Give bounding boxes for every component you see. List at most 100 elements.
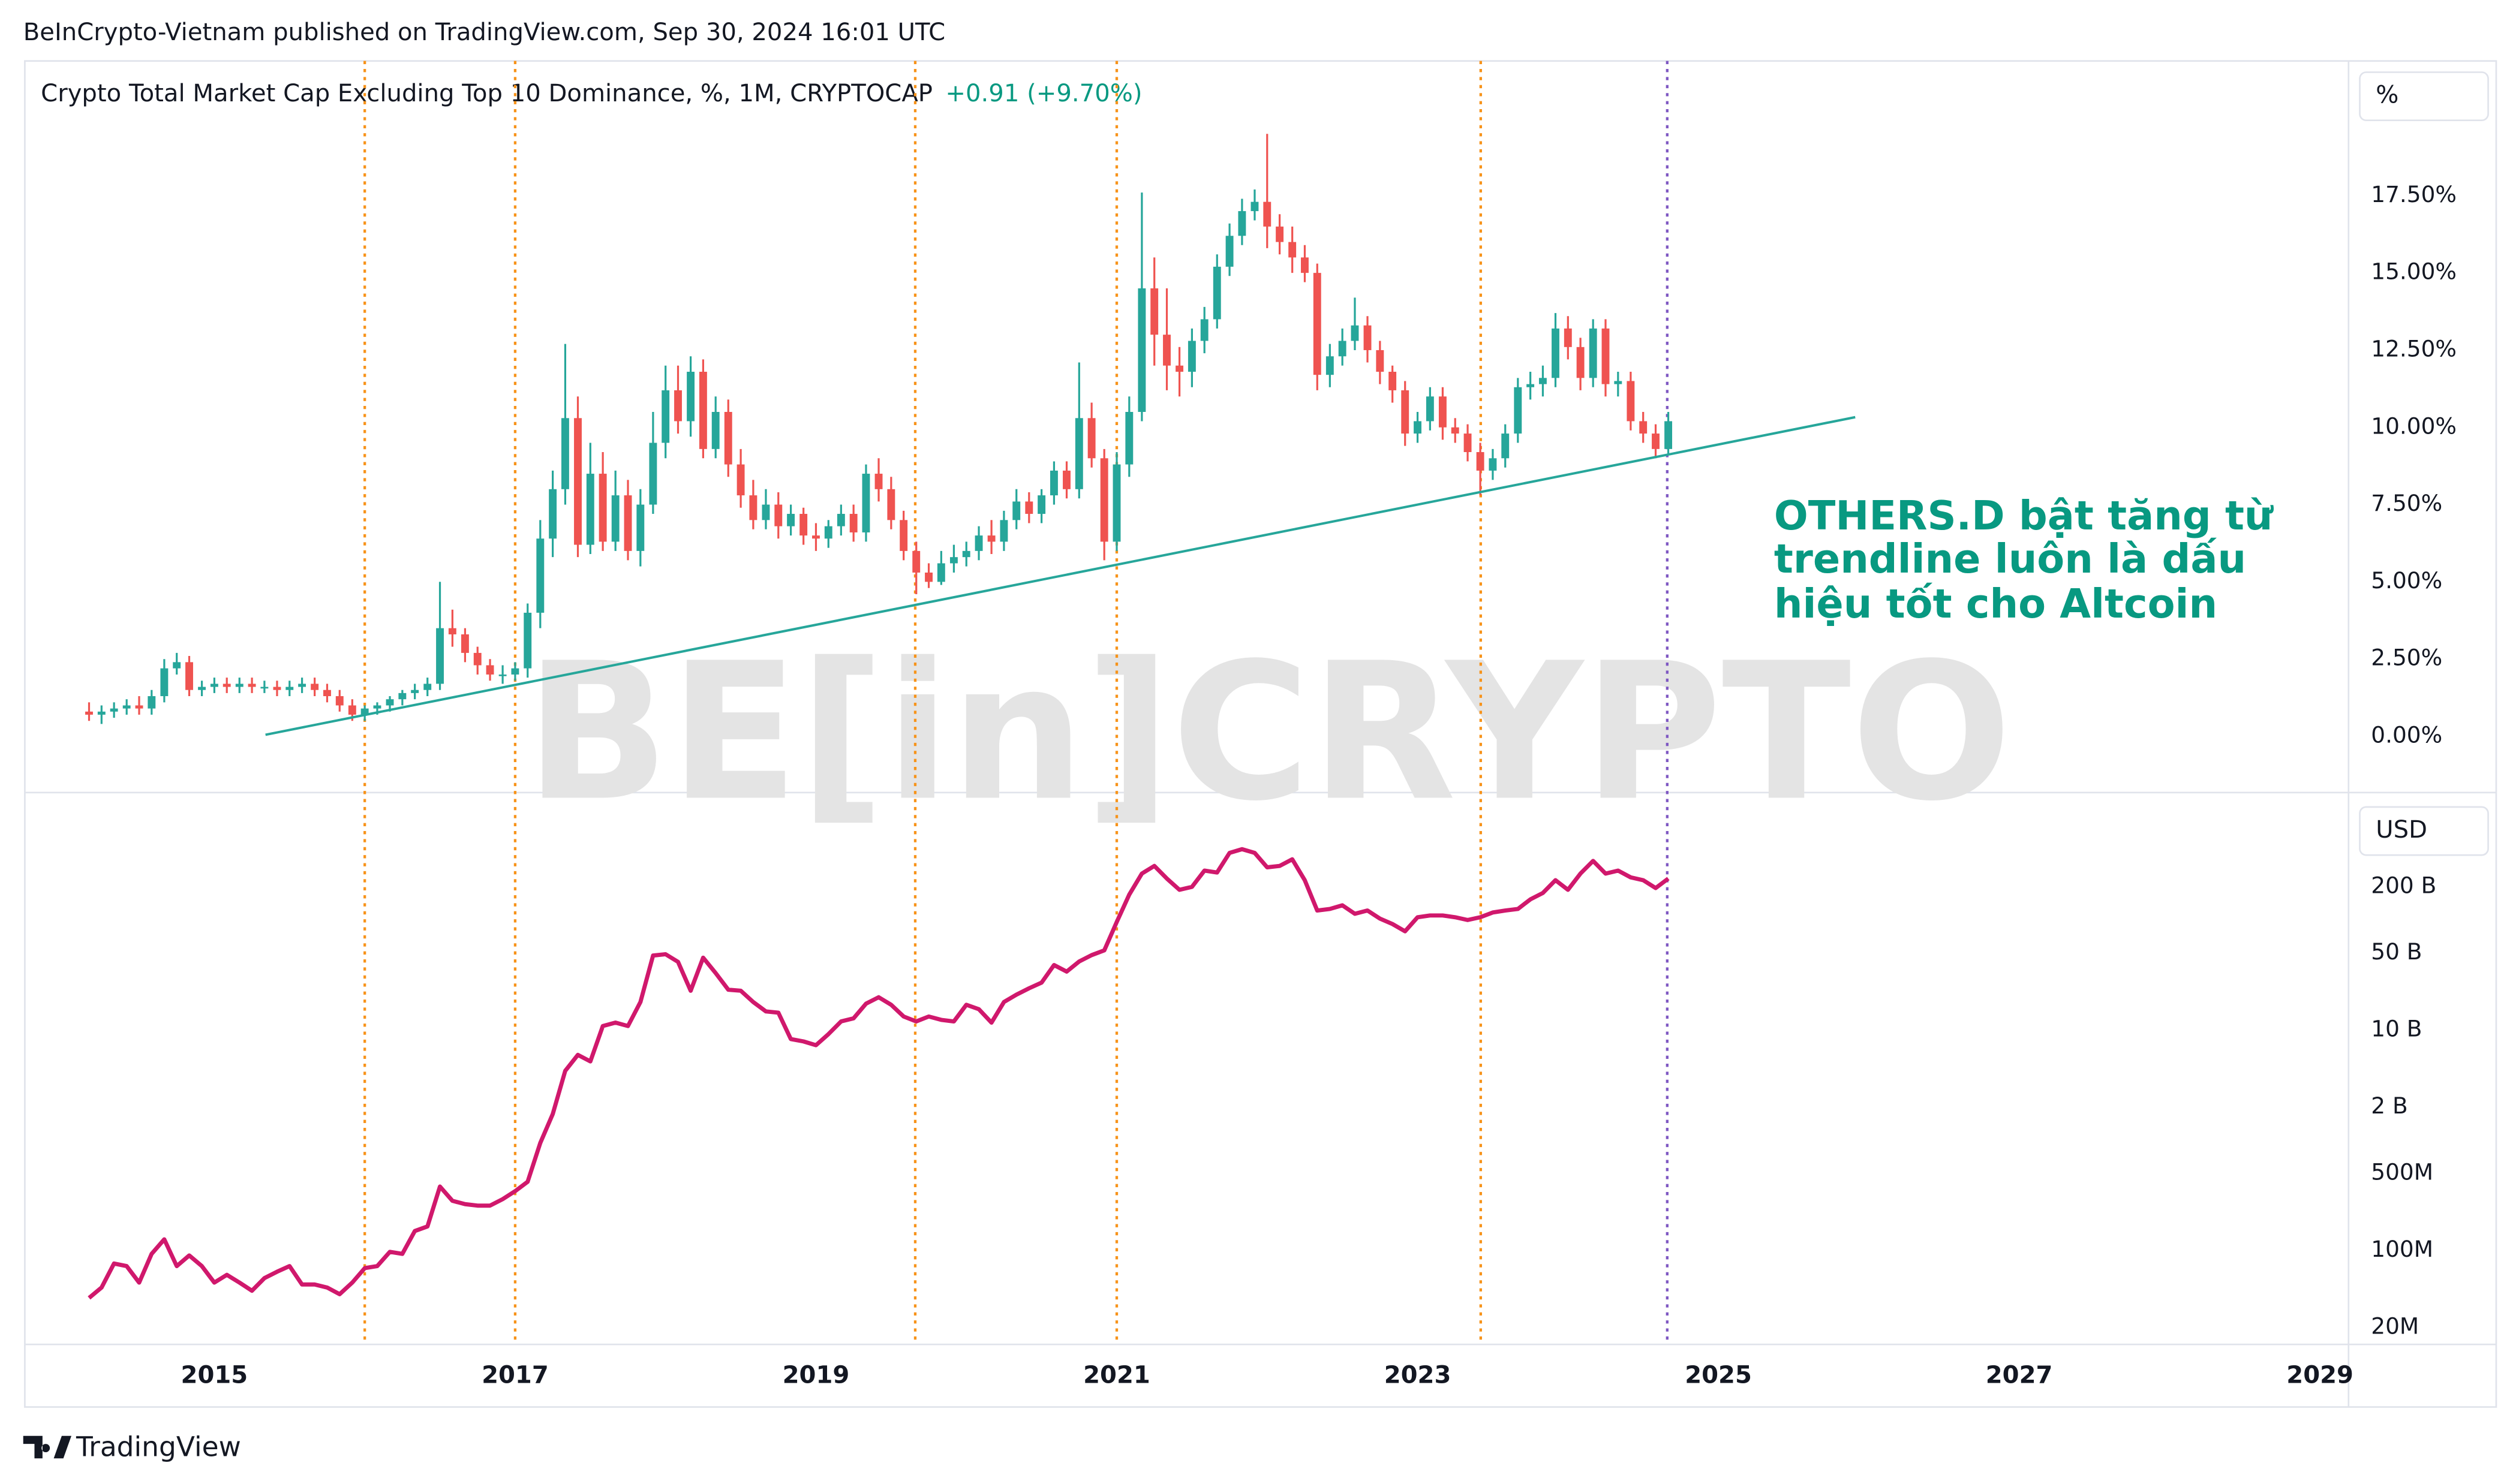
candle-body	[1526, 384, 1535, 387]
candle-body	[1401, 390, 1409, 434]
candle-body	[824, 526, 832, 539]
x-tick-label: 2025	[1685, 1362, 1752, 1389]
candle-body	[1614, 381, 1622, 384]
y-tick-label: 7.50%	[2371, 490, 2442, 516]
candle-body	[473, 652, 482, 666]
brand: TradingView	[76, 1431, 241, 1463]
candle-body	[599, 474, 607, 542]
y-tick-label: 2 B	[2371, 1092, 2407, 1119]
candle-body	[1251, 201, 1259, 212]
annotation: hiệu tốt cho Altcoin	[1774, 580, 2217, 627]
candle-body	[711, 411, 720, 449]
candle-body	[937, 563, 945, 582]
candle-body	[649, 443, 657, 505]
logo-icon	[23, 1435, 72, 1459]
candle-body	[1176, 365, 1184, 372]
candle-body	[248, 684, 256, 687]
candle-body	[749, 495, 757, 520]
candle-body	[1313, 273, 1321, 375]
candle-body	[949, 557, 958, 564]
candle-body	[1414, 421, 1421, 434]
candle-body	[1338, 341, 1346, 357]
candle-body	[1075, 418, 1083, 489]
candle-body	[1576, 347, 1585, 378]
candle-body	[173, 662, 181, 669]
candle-body	[787, 514, 795, 526]
candle-body	[323, 690, 331, 697]
candle-body	[360, 708, 369, 715]
candle-body	[1301, 257, 1309, 273]
candle-body	[1225, 236, 1234, 267]
candle-body	[210, 684, 218, 687]
candle-body	[925, 572, 933, 582]
candle-body	[110, 708, 118, 712]
y-tick-label: 100M	[2371, 1236, 2433, 1262]
candle-body	[1100, 458, 1108, 542]
y-tick-label: 15.00%	[2371, 258, 2457, 285]
candle-body	[135, 705, 143, 709]
candle-body	[1426, 396, 1434, 422]
legend-change: +0.91 (+9.70%)	[945, 80, 1142, 107]
y-tick-label: 10.00%	[2371, 413, 2457, 439]
candle-body	[549, 489, 557, 539]
candle-body	[1664, 421, 1673, 449]
candle-body	[511, 668, 519, 675]
candle-body	[398, 693, 407, 700]
candle-body	[1501, 434, 1510, 459]
candle-body	[586, 474, 594, 545]
x-tick-label: 2023	[1384, 1362, 1451, 1389]
candle-body	[1552, 328, 1559, 378]
candle-body	[1063, 470, 1071, 489]
legend-title: Crypto Total Market Cap Excluding Top 10…	[41, 80, 933, 107]
candle-body	[1038, 495, 1046, 514]
candle-body	[1163, 335, 1171, 366]
tradingview-logo	[23, 1435, 72, 1459]
candle-body	[1025, 501, 1033, 514]
candle-body	[448, 628, 456, 634]
candle-body	[611, 495, 620, 542]
candle-body	[687, 372, 695, 422]
watermark: BE[in]CRYPTO	[525, 623, 2012, 843]
candle-body	[900, 520, 908, 551]
candle-body	[461, 634, 469, 653]
candle-body	[185, 662, 193, 690]
candle-body	[1351, 325, 1359, 341]
candle-body	[1451, 427, 1459, 434]
candle-body	[1125, 411, 1134, 465]
candle-body	[561, 418, 569, 489]
x-tick-label: 2027	[1986, 1362, 2053, 1389]
candle-body	[849, 514, 858, 532]
y-tick-label: 5.00%	[2371, 567, 2442, 594]
candle-body	[235, 684, 244, 687]
candle-body	[1476, 451, 1484, 471]
x-tick-label: 2017	[482, 1362, 549, 1389]
candle-body	[97, 711, 106, 715]
x-tick-label: 2019	[783, 1362, 850, 1389]
y-tick-label: 2.50%	[2371, 645, 2442, 671]
candle-body	[223, 684, 231, 687]
candle-body	[1138, 288, 1146, 412]
candle-body	[1514, 387, 1522, 434]
candle-body	[987, 535, 996, 542]
candle-body	[1438, 396, 1447, 428]
legend: Crypto Total Market Cap Excluding Top 10…	[41, 80, 1142, 107]
candle-body	[1238, 211, 1246, 236]
candle-body	[1200, 319, 1209, 341]
candle-body	[975, 535, 983, 551]
candle-body	[524, 612, 532, 669]
candle-body	[298, 684, 306, 687]
candle-body	[662, 390, 670, 443]
candle-body	[887, 489, 895, 520]
candle-body	[1325, 356, 1334, 375]
x-tick-label: 2029	[2286, 1362, 2353, 1389]
annotation: OTHERS.D bật tăng từ	[1774, 492, 2274, 539]
trendline	[265, 416, 1856, 736]
y-tick-label: 500M	[2371, 1159, 2433, 1185]
candle-body	[122, 705, 131, 709]
y-tick-label: 20M	[2371, 1313, 2419, 1339]
candle-body	[536, 538, 545, 613]
candle-body	[1463, 434, 1472, 452]
unit-box	[2359, 806, 2489, 856]
candle-body	[724, 411, 732, 465]
